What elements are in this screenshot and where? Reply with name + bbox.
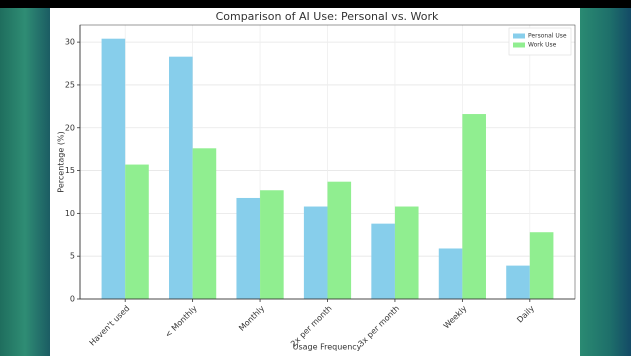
x-tick-label: 3x per month — [356, 304, 401, 349]
legend-swatch — [513, 42, 525, 48]
bar — [462, 114, 486, 299]
legend-swatch — [513, 33, 525, 39]
x-tick-label: < Monthly — [163, 304, 199, 340]
bar — [236, 197, 261, 299]
x-tick-label: Weekly — [442, 304, 469, 331]
x-tick-label: Daily — [515, 304, 536, 325]
legend-label: Personal Use — [528, 33, 567, 40]
y-tick-label: 20 — [65, 123, 75, 132]
plot-frame — [79, 24, 576, 300]
bar — [169, 56, 193, 300]
bar — [394, 206, 419, 299]
bar — [260, 190, 284, 299]
bar — [125, 164, 149, 299]
y-tick-label: 25 — [65, 80, 75, 89]
y-axis-label: Percentage (%) — [57, 131, 66, 192]
y-tick-label: 10 — [65, 209, 75, 218]
legend-label: Work Use — [528, 42, 557, 49]
x-tick-label: Haven't used — [88, 304, 132, 348]
bar — [101, 38, 126, 299]
x-axis-label: Usage Frequency — [293, 343, 362, 352]
bar — [438, 248, 463, 299]
bar — [192, 148, 217, 299]
x-tick-label: Monthly — [237, 304, 266, 333]
y-tick-label: 15 — [65, 166, 75, 175]
bar — [506, 265, 530, 299]
y-tick-label: 0 — [70, 295, 75, 304]
chart-title: Comparison of AI Use: Personal vs. Work — [216, 10, 439, 23]
y-tick-label: 30 — [65, 38, 75, 47]
bar — [303, 206, 328, 299]
bar — [327, 181, 352, 299]
bar — [371, 223, 395, 299]
y-tick-label: 5 — [70, 252, 75, 261]
legend-box — [508, 27, 572, 56]
bar — [529, 232, 554, 299]
